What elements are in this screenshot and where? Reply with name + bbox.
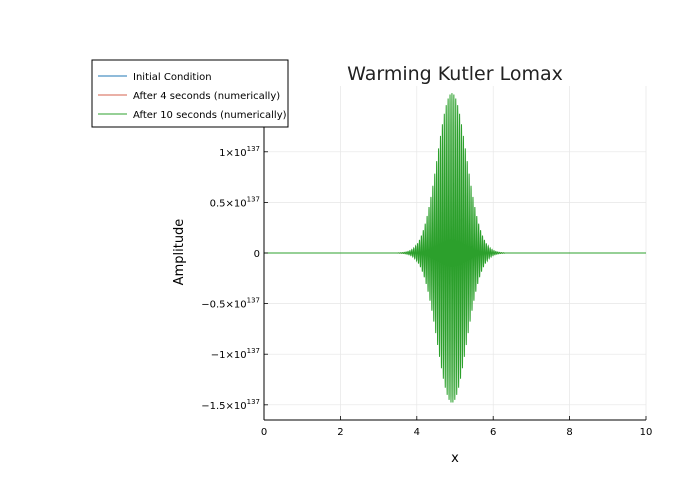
y-tick-label: 1×10137 (219, 145, 260, 159)
legend-label: After 10 seconds (numerically) (133, 110, 287, 121)
x-tick-label: 0 (261, 427, 267, 438)
y-tick-label: −0.5×10137 (201, 297, 260, 311)
axes (263, 86, 647, 421)
y-tick-label: −1×10137 (211, 347, 260, 361)
series-layer (264, 93, 646, 403)
y-axis-label: Amplitude (172, 219, 187, 286)
legend-label: After 4 seconds (numerically) (133, 91, 280, 102)
tick-labels: 0 2 4 6 8 10 1×10137 0.5×10137 0 −0.5×10137 −1×101… (201, 145, 652, 438)
y-tick-label: 0 (254, 249, 260, 260)
x-tick-label: 8 (566, 427, 572, 438)
x-tick-label: 2 (337, 427, 343, 438)
y-tick-label: 0.5×10137 (210, 195, 260, 209)
legend-box (91, 59, 289, 128)
x-tick-label: 6 (490, 427, 496, 438)
x-axis-label: x (451, 451, 459, 466)
chart-title: Warming Kutler Lomax (347, 63, 563, 85)
x-tick-label: 4 (414, 427, 420, 438)
series-line-3 (264, 93, 646, 403)
legend-label: Initial Condition (133, 72, 212, 83)
x-tick-label: 10 (640, 427, 653, 438)
legend: Initial Condition After 4 seconds (numeri… (91, 59, 289, 128)
y-tick-label: −1.5×10137 (201, 398, 260, 412)
